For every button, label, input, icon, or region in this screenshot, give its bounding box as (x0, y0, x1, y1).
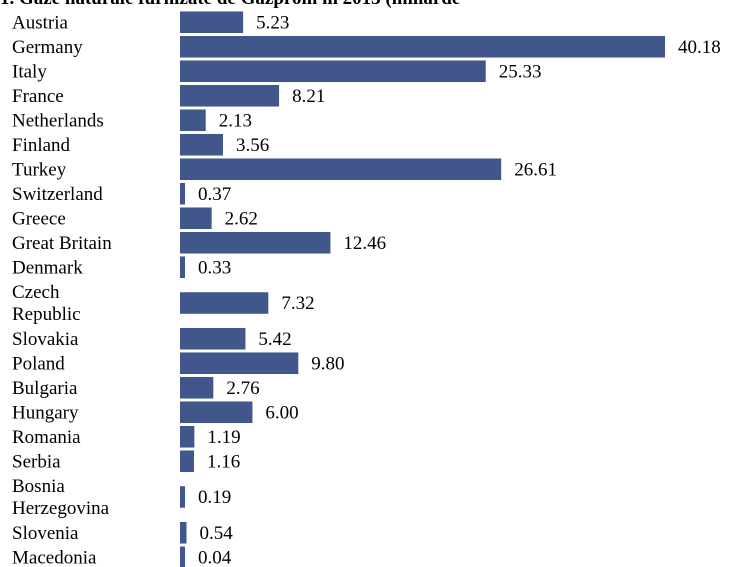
bar (180, 231, 331, 254)
chart-title: 1. Gaze naturale furnizate de Gazprom în… (0, 0, 738, 10)
bar (180, 207, 212, 230)
value-label: 0.37 (198, 184, 231, 205)
value-label: 8.21 (292, 86, 325, 107)
category-label: Bosnia Herzegovina (12, 476, 110, 519)
bar (180, 292, 269, 314)
category-label: Italy (12, 61, 47, 82)
category-label: Switzerland (12, 184, 103, 205)
value-label: 1.16 (207, 451, 240, 472)
category-label: Germany (12, 37, 83, 58)
bar (180, 425, 195, 448)
value-label: 3.56 (236, 135, 269, 156)
value-label: 9.80 (311, 353, 344, 374)
bar (180, 182, 185, 205)
category-label: Great Britain (12, 233, 112, 254)
value-label: 2.13 (219, 110, 252, 131)
value-label: 40.18 (678, 37, 721, 58)
value-label: 1.19 (207, 427, 240, 448)
bar (180, 133, 223, 156)
category-label: Netherlands (12, 110, 104, 131)
bar (180, 327, 246, 350)
bar (180, 84, 280, 107)
bar (180, 486, 185, 508)
value-label: 26.61 (514, 159, 557, 180)
value-label: 5.23 (256, 12, 289, 33)
category-label: Greece (12, 208, 66, 229)
bar (180, 60, 486, 83)
category-label: Denmark (12, 257, 83, 278)
category-label: Finland (12, 135, 71, 156)
category-label: France (12, 86, 64, 107)
category-label: Turkey (12, 159, 67, 180)
value-label: 0.33 (198, 257, 231, 278)
bar (180, 352, 299, 375)
bar (180, 546, 185, 567)
category-label: Austria (12, 12, 69, 33)
value-label: 0.19 (198, 487, 231, 508)
category-label: Romania (12, 427, 81, 448)
value-label: 25.33 (499, 61, 542, 82)
value-label: 12.46 (343, 233, 386, 254)
category-label: Bulgaria (12, 378, 78, 399)
category-label: Poland (12, 353, 65, 374)
bar (180, 450, 195, 473)
value-label: 0.54 (200, 523, 234, 544)
bar (180, 256, 185, 279)
category-label: Slovakia (12, 329, 79, 350)
bar (180, 521, 187, 544)
value-label: 7.32 (281, 293, 314, 314)
category-label: Czech Republic (12, 282, 81, 325)
bar (180, 401, 253, 424)
value-label: 6.00 (265, 402, 298, 423)
category-label: Macedonia (12, 547, 97, 567)
bar (180, 376, 214, 399)
bar (180, 11, 244, 34)
value-label: 2.76 (226, 378, 259, 399)
value-label: 5.42 (258, 329, 291, 350)
category-label: Hungary (12, 402, 79, 423)
value-label: 0.04 (198, 547, 232, 567)
bar (180, 109, 206, 132)
value-label: 2.62 (225, 208, 258, 229)
category-label: Slovenia (12, 523, 79, 544)
bar (180, 158, 502, 181)
category-label: Serbia (12, 451, 61, 472)
bar (180, 35, 665, 58)
